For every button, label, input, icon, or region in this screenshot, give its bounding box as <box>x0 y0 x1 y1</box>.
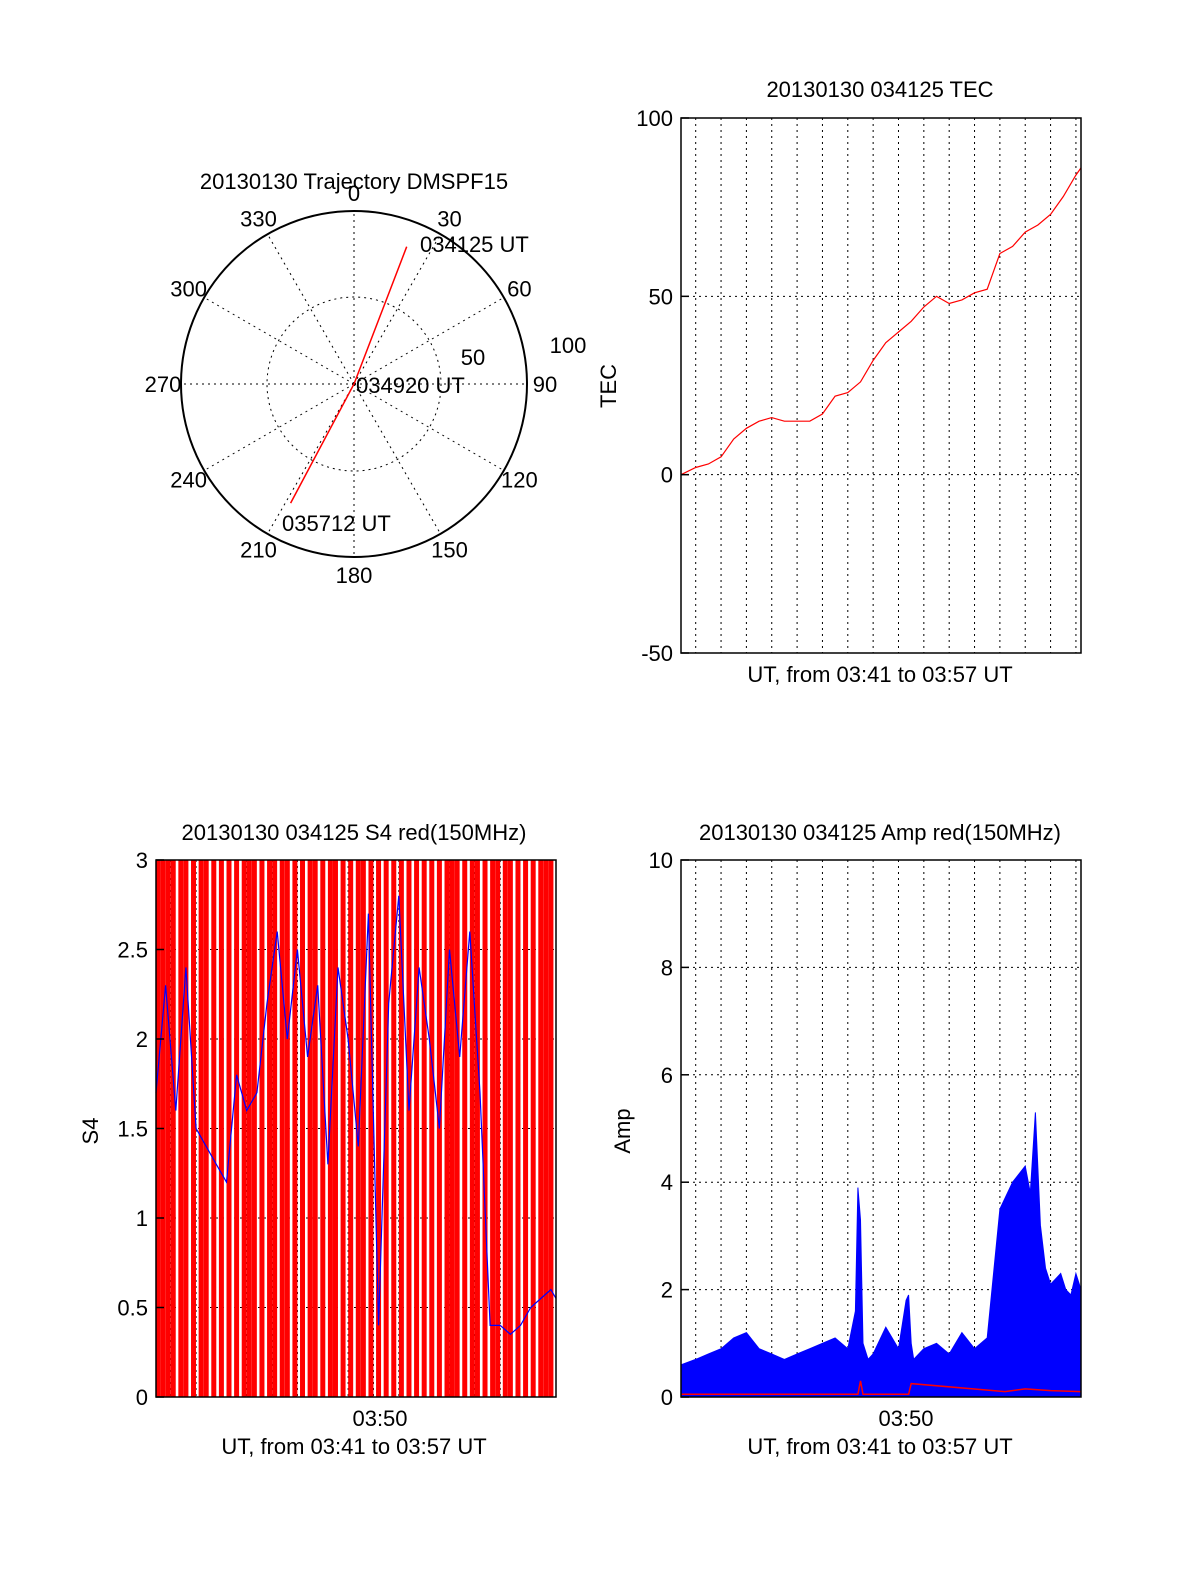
polar-ring-50 <box>266 296 442 472</box>
tec-y-axis-label: TEC <box>596 364 621 408</box>
tec-x-axis-label: UT, from 03:41 to 03:57 UT <box>747 662 1012 687</box>
polar-angle-label: 30 <box>437 207 461 232</box>
polar-angle-label: 300 <box>170 277 207 302</box>
trajectory-annotation: 034920 UT <box>356 373 465 398</box>
polar-angle-label: 330 <box>240 207 277 232</box>
polar-angle-label: 150 <box>431 537 468 562</box>
polar-outer-ring <box>180 210 528 558</box>
tec-grid <box>681 117 1081 654</box>
amp-blue-fill <box>680 1112 1082 1398</box>
polar-angle-label: 0 <box>348 181 360 206</box>
polar-spoke <box>353 383 505 471</box>
y-tick-label: 50 <box>649 284 673 309</box>
y-tick-label: 100 <box>636 106 673 131</box>
polar-spoke <box>353 383 441 535</box>
tec-series-line <box>680 167 1082 476</box>
y-tick-label: 2 <box>661 1278 673 1303</box>
y-tick-label: 3 <box>136 848 148 873</box>
s4-blue-series-line <box>155 895 557 1336</box>
polar-angle-label: 60 <box>507 277 531 302</box>
polar-angle-label: 180 <box>336 563 373 588</box>
trajectory-annotation: 035712 UT <box>282 511 391 536</box>
y-tick-label: 10 <box>649 848 673 873</box>
polar-angle-label: 270 <box>145 372 182 397</box>
amp-x-tick-label: 03:50 <box>878 1406 933 1431</box>
polar-spoke <box>353 233 441 385</box>
amp-panel: 20130130 034125 Amp red(150MHz) 0246810 … <box>610 820 1082 1459</box>
y-tick-label: 4 <box>661 1170 673 1195</box>
s4-panel: 20130130 034125 S4 red(150MHz) 0 0.5 1 1.5 2… <box>78 820 557 1459</box>
s4-title: 20130130 034125 S4 red(150MHz) <box>182 820 527 845</box>
trajectory-track <box>289 246 408 504</box>
polar-angle-labels: 0 30 60 90 120 150 180 210 240 270 300 330 <box>145 181 558 588</box>
y-tick-label: 1 <box>136 1206 148 1231</box>
polar-spoke <box>267 233 355 385</box>
s4-x-axis-label: UT, from 03:41 to 03:57 UT <box>221 1434 486 1459</box>
y-tick-label: 6 <box>661 1063 673 1088</box>
amp-plot-frame <box>680 859 1082 1398</box>
y-tick-label: 1.5 <box>117 1117 148 1142</box>
trajectory-panel: 20130130 Trajectory DMSPF15 0 30 60 90 120 15… <box>145 169 587 588</box>
tec-y-ticks: -50 0 50 100 <box>636 106 689 666</box>
s4-y-ticks: 0 0.5 1 1.5 2 2.5 3 <box>117 848 164 1410</box>
y-tick-label: -50 <box>641 641 673 666</box>
polar-spokes <box>181 211 527 557</box>
amp-red-series-line <box>681 1380 1082 1396</box>
polar-spoke <box>353 297 505 385</box>
tec-title: 20130130 034125 TEC <box>766 77 993 102</box>
polar-spoke <box>267 383 355 535</box>
s4-red-bars <box>155 860 554 1397</box>
s4-y-axis-label: S4 <box>78 1118 103 1145</box>
amp-y-ticks: 0 2 4 6 8 10 <box>649 848 689 1410</box>
y-tick-label: 0.5 <box>117 1296 148 1321</box>
polar-spoke <box>203 297 355 385</box>
y-tick-label: 2.5 <box>117 938 148 963</box>
polar-angle-label: 120 <box>501 468 538 493</box>
amp-blue-area <box>680 1112 1082 1398</box>
s4-x-tick-label: 03:50 <box>352 1406 407 1431</box>
amp-title: 20130130 034125 Amp red(150MHz) <box>699 820 1061 845</box>
polar-angle-label: 90 <box>533 372 557 397</box>
polar-spoke <box>203 383 355 471</box>
radius-tick-label: 50 <box>461 345 485 370</box>
tec-plot-frame <box>680 117 1082 654</box>
y-tick-label: 8 <box>661 955 673 980</box>
y-tick-label: 0 <box>661 463 673 488</box>
y-tick-label: 2 <box>136 1027 148 1052</box>
trajectory-title: 20130130 Trajectory DMSPF15 <box>200 169 508 194</box>
amp-x-axis-label: UT, from 03:41 to 03:57 UT <box>747 1434 1012 1459</box>
radius-tick-label: 100 <box>550 333 587 358</box>
trajectory-annotation: 034125 UT <box>420 232 529 257</box>
polar-angle-label: 210 <box>240 537 277 562</box>
y-tick-label: 0 <box>136 1385 148 1410</box>
amp-y-axis-label: Amp <box>610 1108 635 1153</box>
polar-angle-label: 240 <box>170 468 207 493</box>
y-tick-label: 0 <box>661 1385 673 1410</box>
tec-panel: 20130130 034125 TEC -50 0 50 100 TEC UT, fr… <box>596 77 1082 687</box>
